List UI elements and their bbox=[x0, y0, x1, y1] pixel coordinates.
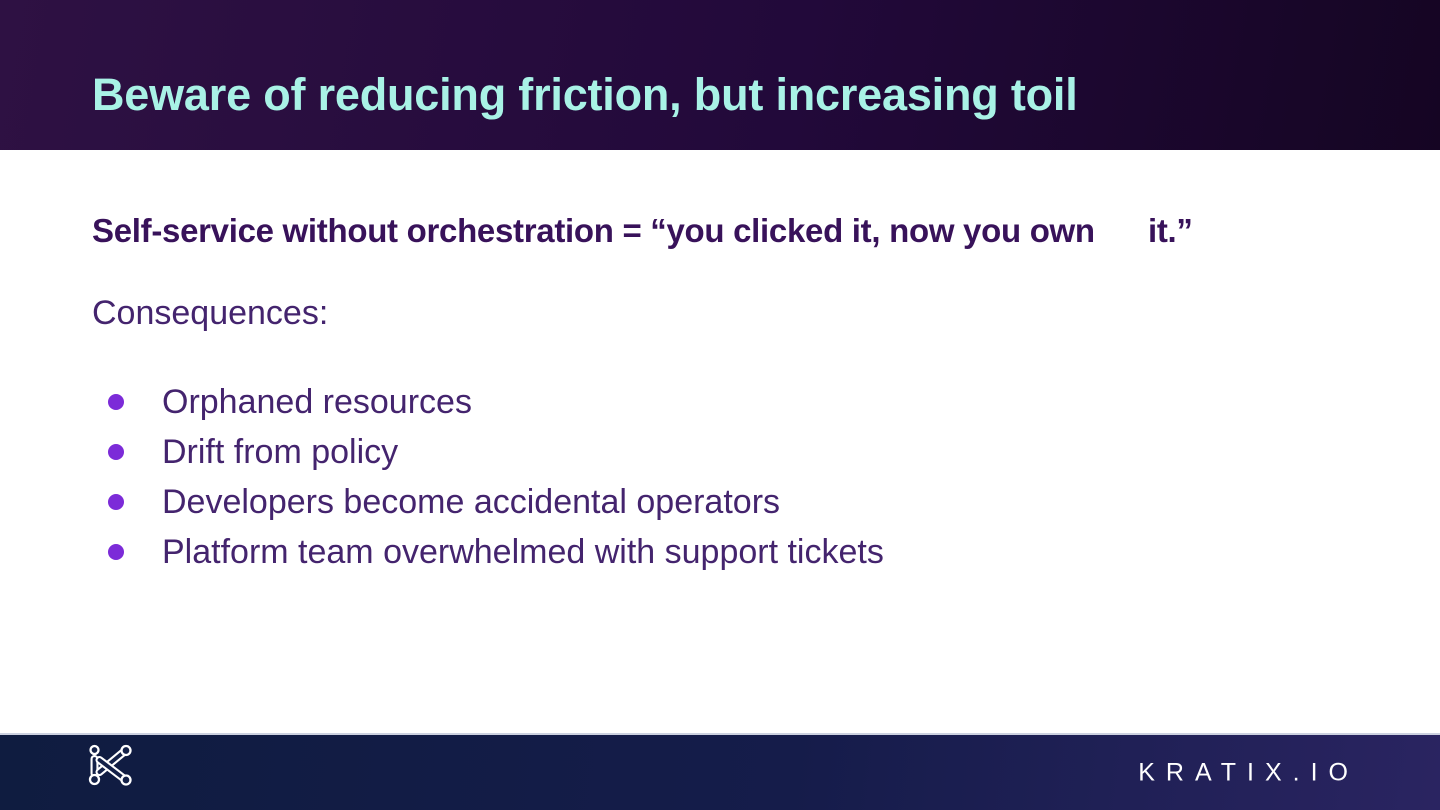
bullet-dot-icon bbox=[108, 444, 124, 460]
consequences-list: Orphaned resources Drift from policy Devel… bbox=[90, 377, 884, 577]
kratix-k-logo-icon bbox=[88, 744, 132, 786]
list-item-label: Drift from policy bbox=[162, 433, 399, 471]
slide-title: Beware of reducing friction, but increas… bbox=[92, 69, 1078, 120]
header-band: Beware of reducing friction, but increas… bbox=[0, 0, 1440, 150]
list-item-label: Orphaned resources bbox=[162, 383, 472, 421]
list-item: Orphaned resources bbox=[90, 377, 884, 427]
list-item: Drift from policy bbox=[90, 427, 884, 477]
list-item-label: Platform team overwhelmed with support t… bbox=[162, 533, 884, 571]
consequences-label: Consequences: bbox=[92, 294, 329, 332]
footer-band: KRATIX.IO bbox=[0, 733, 1440, 810]
bullet-dot-icon bbox=[108, 394, 124, 410]
list-item: Developers become accidental operators bbox=[90, 477, 884, 527]
statement-text: Self-service without orchestration = “yo… bbox=[92, 212, 1193, 249]
bullet-dot-icon bbox=[108, 544, 124, 560]
kratix-wordmark: KRATIX.IO bbox=[1138, 758, 1359, 786]
list-item-label: Developers become accidental operators bbox=[162, 483, 781, 521]
list-item: Platform team overwhelmed with support t… bbox=[90, 527, 884, 577]
bullet-dot-icon bbox=[108, 494, 124, 510]
